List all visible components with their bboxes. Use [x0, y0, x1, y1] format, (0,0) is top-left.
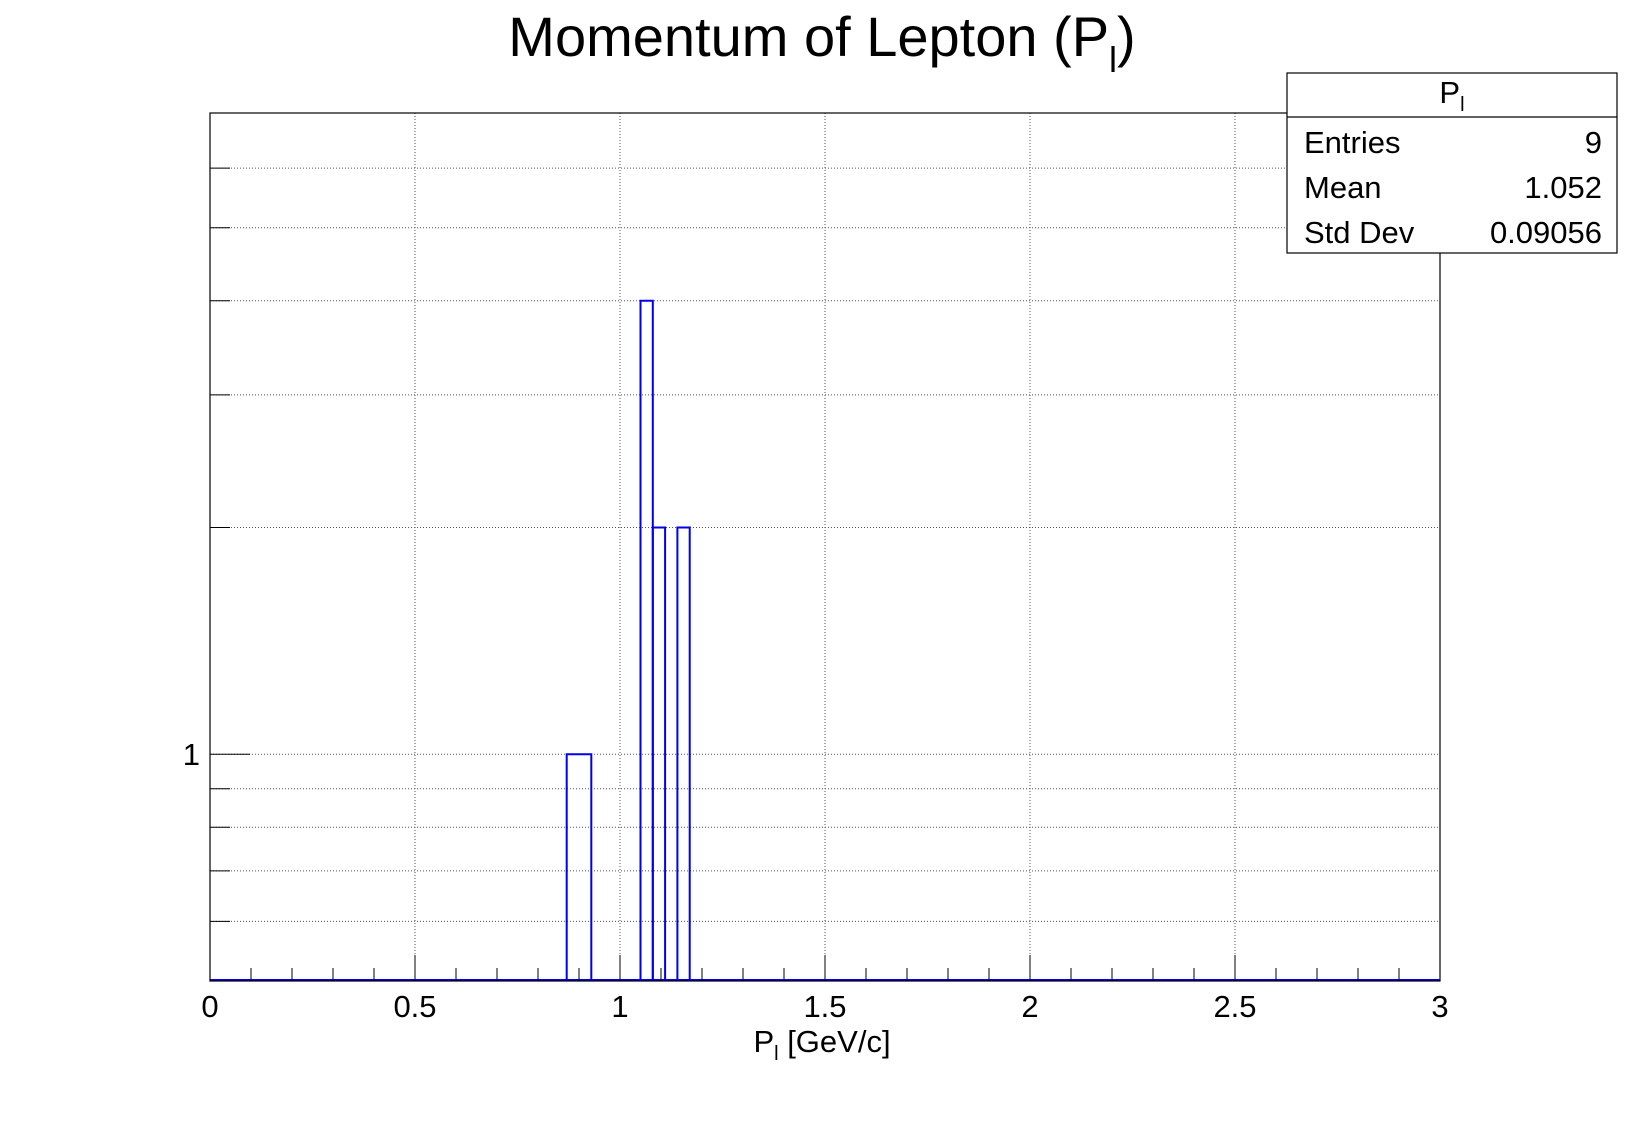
x-tick-label: 2 [1021, 989, 1038, 1024]
stats-box: Pl Entries 9 Mean 1.052 Std Dev 0.09056 [1286, 72, 1618, 254]
stats-mean-value: 1.052 [1524, 170, 1602, 205]
x-tick-label: 1.5 [803, 989, 846, 1024]
x-tick-label: 0.5 [393, 989, 436, 1024]
x-tick-label: 1 [611, 989, 628, 1024]
histogram-bin [651, 526, 667, 981]
tick-labels: 0 0.5 1 1.5 2 2.5 3 1 [183, 737, 1449, 1024]
stats-stddev-label: Std Dev [1304, 215, 1415, 250]
x-tick-label: 3 [1431, 989, 1448, 1024]
axis-ticks [209, 167, 1441, 981]
grid-lines [210, 113, 1440, 981]
x-axis-title-subscript: l [774, 1043, 778, 1065]
histogram-bin [565, 753, 593, 981]
stats-entries-value: 9 [1585, 125, 1602, 160]
histogram-bin [676, 526, 691, 981]
y-tick-label: 1 [183, 737, 200, 772]
x-tick-label: 2.5 [1213, 989, 1256, 1024]
stats-stddev-value: 0.09056 [1490, 215, 1602, 250]
chart-title: Momentum of Lepton (Pl) [508, 5, 1135, 80]
stats-title: Pl [1439, 75, 1464, 116]
stats-entries-label: Entries [1304, 125, 1400, 160]
x-tick-label: 0 [201, 989, 218, 1024]
stats-mean-label: Mean [1304, 170, 1382, 205]
x-axis-title: Pl [GeV/c] [753, 1024, 890, 1065]
chart-title-subscript: l [1109, 39, 1117, 80]
stats-title-subscript: l [1460, 94, 1464, 116]
